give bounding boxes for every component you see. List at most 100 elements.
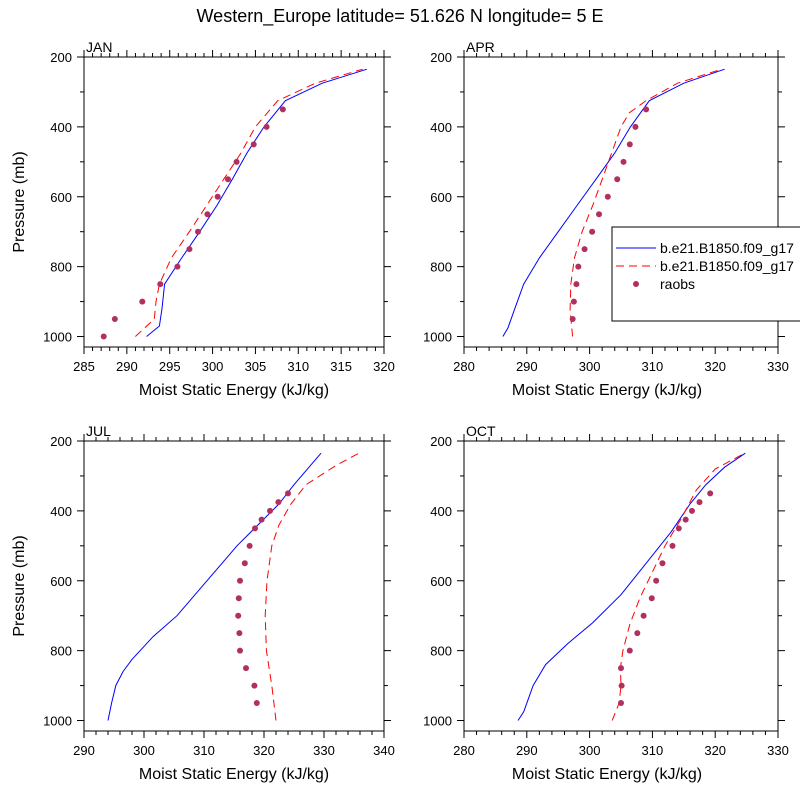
- raobs-point: [648, 595, 655, 602]
- raobs-point: [186, 246, 193, 253]
- x-tick-label: 290: [516, 743, 538, 758]
- raobs-point: [263, 123, 270, 130]
- x-tick-label: 330: [313, 743, 335, 758]
- y-tick-label: 200: [430, 434, 452, 449]
- y-tick-label: 800: [50, 260, 72, 275]
- raobs-point: [174, 263, 181, 270]
- y-tick-label: 200: [50, 50, 72, 65]
- x-tick-label: 320: [704, 743, 726, 758]
- y-axis-label: Pressure (mb): [11, 535, 28, 636]
- raobs-point: [634, 630, 641, 637]
- raobs-point: [275, 499, 282, 506]
- x-tick-label: 305: [245, 359, 267, 374]
- model-1-line: [502, 68, 725, 337]
- raobs-point: [626, 141, 633, 148]
- raobs-point: [225, 176, 231, 183]
- y-axis-label: Pressure (mb): [11, 151, 28, 252]
- raobs-point: [604, 193, 611, 200]
- raobs-point: [241, 560, 248, 567]
- panel-oct: OCT 280 290 300 310 320 330 200 400 600 800 1000 Moi…: [423, 423, 789, 783]
- panel-title: JAN: [86, 39, 112, 55]
- raobs-point: [157, 281, 164, 288]
- y-tick-label: 400: [50, 504, 72, 519]
- x-axis-label: Moist Static Energy (kJ/kg): [512, 766, 702, 783]
- raobs-point: [669, 542, 676, 549]
- y-tick-label: 1000: [423, 714, 452, 729]
- raobs-point: [653, 577, 660, 584]
- raobs-point: [246, 542, 253, 549]
- legend-label-model-1: b.e21.B1850.f09_g17: [660, 240, 794, 256]
- x-tick-label: 330: [767, 743, 789, 758]
- y-tick-label: 800: [50, 644, 72, 659]
- raobs-point: [236, 630, 243, 637]
- raobs-point: [267, 507, 273, 514]
- raobs-point: [707, 490, 714, 497]
- raobs-point: [632, 123, 639, 130]
- x-tick-label: 330: [767, 359, 789, 374]
- raobs-point: [575, 263, 582, 270]
- raobs-point: [250, 141, 257, 148]
- raobs-point: [237, 647, 243, 654]
- raobs-point: [195, 228, 201, 235]
- raobs-point: [596, 211, 603, 218]
- plot-frame-jan: [83, 56, 385, 348]
- raobs-point: [643, 106, 650, 113]
- x-axis-label: Moist Static Energy (kJ/kg): [512, 382, 702, 399]
- x-tick-label: 320: [373, 359, 395, 374]
- raobs-point: [626, 647, 633, 654]
- model-2-line: [569, 68, 722, 337]
- raobs-point: [569, 316, 576, 323]
- x-axis-label: Moist Static Energy (kJ/kg): [139, 382, 329, 399]
- raobs-point: [251, 682, 258, 689]
- raobs-point: [620, 158, 627, 165]
- x-tick-label: 310: [287, 359, 309, 374]
- model-2-line: [135, 68, 363, 337]
- panel-title: APR: [466, 39, 495, 55]
- raobs-point: [279, 106, 286, 113]
- panel-title: JUL: [86, 423, 111, 439]
- raobs-point: [618, 682, 625, 689]
- raobs-point: [237, 577, 243, 584]
- y-tick-label: 600: [50, 190, 72, 205]
- raobs-point: [573, 281, 580, 288]
- x-tick-label: 300: [133, 743, 155, 758]
- y-tick-label: 400: [50, 120, 72, 135]
- panel-apr: APR 280 290 300 310 320 330 200 400 600 800 1000 Moi…: [423, 39, 789, 399]
- raobs-point: [696, 499, 703, 506]
- x-tick-label: 285: [73, 359, 95, 374]
- legend-label-raobs: raobs: [660, 276, 695, 292]
- x-tick-label: 310: [193, 743, 215, 758]
- x-tick-label: 340: [373, 743, 395, 758]
- raobs-point: [618, 665, 624, 672]
- raobs-point: [682, 516, 689, 523]
- plot-frame-jul: [83, 440, 385, 732]
- x-tick-label: 300: [579, 359, 601, 374]
- legend-label-model-2: b.e21.B1850.f09_g17: [660, 258, 794, 274]
- raobs-point: [235, 612, 242, 619]
- model-1-line: [517, 452, 746, 721]
- y-tick-label: 200: [430, 50, 452, 65]
- raobs-point: [100, 333, 107, 340]
- raobs-point: [204, 211, 211, 218]
- x-tick-label: 290: [516, 359, 538, 374]
- panel-jul: JUL 290 300 310 320 330 340 200 400 600 800 1000 Moi…: [11, 423, 395, 783]
- raobs-point: [570, 298, 577, 305]
- x-tick-label: 295: [159, 359, 181, 374]
- model-1-line: [146, 68, 368, 337]
- y-tick-label: 800: [430, 260, 452, 275]
- y-tick-label: 600: [50, 574, 72, 589]
- raobs-point: [614, 176, 621, 183]
- y-tick-label: 1000: [43, 714, 72, 729]
- y-tick-label: 600: [430, 574, 452, 589]
- raobs-point: [233, 158, 240, 165]
- raobs-point: [675, 525, 682, 532]
- y-tick-label: 800: [430, 644, 452, 659]
- x-tick-label: 300: [579, 743, 601, 758]
- model-1-line: [107, 452, 322, 721]
- raobs-point: [688, 507, 695, 514]
- y-tick-label: 1000: [43, 330, 72, 345]
- raobs-point: [659, 560, 666, 567]
- panel-title: OCT: [466, 423, 496, 439]
- x-tick-label: 280: [453, 359, 475, 374]
